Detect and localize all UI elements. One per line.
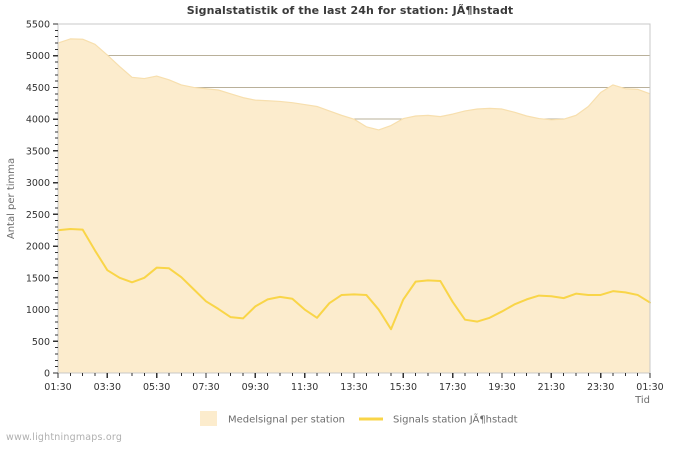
x-tick-label-11: 23:30 (587, 382, 614, 393)
y-tick-label-3500: 3500 (26, 146, 50, 157)
x-tick-label-6: 13:30 (340, 382, 367, 393)
x-tick-label-0: 01:30 (44, 382, 71, 393)
x-axis-ticks: 01:30 03:30 05:30 07:30 09:30 11:30 13:30 15:30… (44, 373, 664, 393)
y-tick-label-500: 500 (32, 337, 50, 348)
y-axis-ticks: 0 500 1000 1500 2000 2500 3000 3500 4000 4500 5000… (26, 20, 58, 380)
x-tick-label-10: 21:30 (538, 382, 565, 393)
x-tick-label-3: 07:30 (192, 382, 219, 393)
y-tick-label-0: 0 (44, 369, 50, 380)
y-tick-label-4000: 4000 (26, 115, 50, 126)
x-tick-label-8: 17:30 (439, 382, 466, 393)
y-tick-label-5500: 5500 (26, 20, 50, 31)
area-series-medelsignal (57, 38, 651, 374)
legend-label-line: Signals station JÃ¶hstadt (393, 413, 518, 426)
x-tick-label-12: 01:30 (636, 382, 663, 393)
x-tick-label-1: 03:30 (94, 382, 121, 393)
y-tick-label-1500: 1500 (26, 273, 50, 284)
y-axis-label: Antal per timma (6, 158, 17, 239)
area-top-outline (57, 38, 651, 131)
y-tick-label-5000: 5000 (26, 51, 50, 62)
area-fill-path (58, 38, 650, 374)
legend-label-area: Medelsignal per station (228, 415, 345, 426)
y-tick-label-1000: 1000 (26, 305, 50, 316)
line-series-signals-station (57, 227, 651, 331)
y-tick-label-2000: 2000 (26, 242, 50, 253)
y-tick-label-4500: 4500 (26, 83, 50, 94)
x-tick-label-2: 05:30 (143, 382, 170, 393)
signal-line-path (57, 227, 651, 331)
watermark-text: www.lightningmaps.org (6, 432, 123, 443)
x-axis-label: Tid (634, 395, 650, 406)
x-tick-label-9: 19:30 (488, 382, 515, 393)
chart-legend: Medelsignal per station Signals station J… (200, 411, 518, 426)
x-tick-label-5: 11:30 (291, 382, 318, 393)
chart-title: Signalstatistik of the last 24h for stat… (186, 4, 514, 17)
legend-swatch-area (200, 411, 217, 426)
y-tick-label-2500: 2500 (26, 210, 50, 221)
y-tick-label-3000: 3000 (26, 178, 50, 189)
x-tick-label-7: 15:30 (390, 382, 417, 393)
x-tick-label-4: 09:30 (242, 382, 269, 393)
